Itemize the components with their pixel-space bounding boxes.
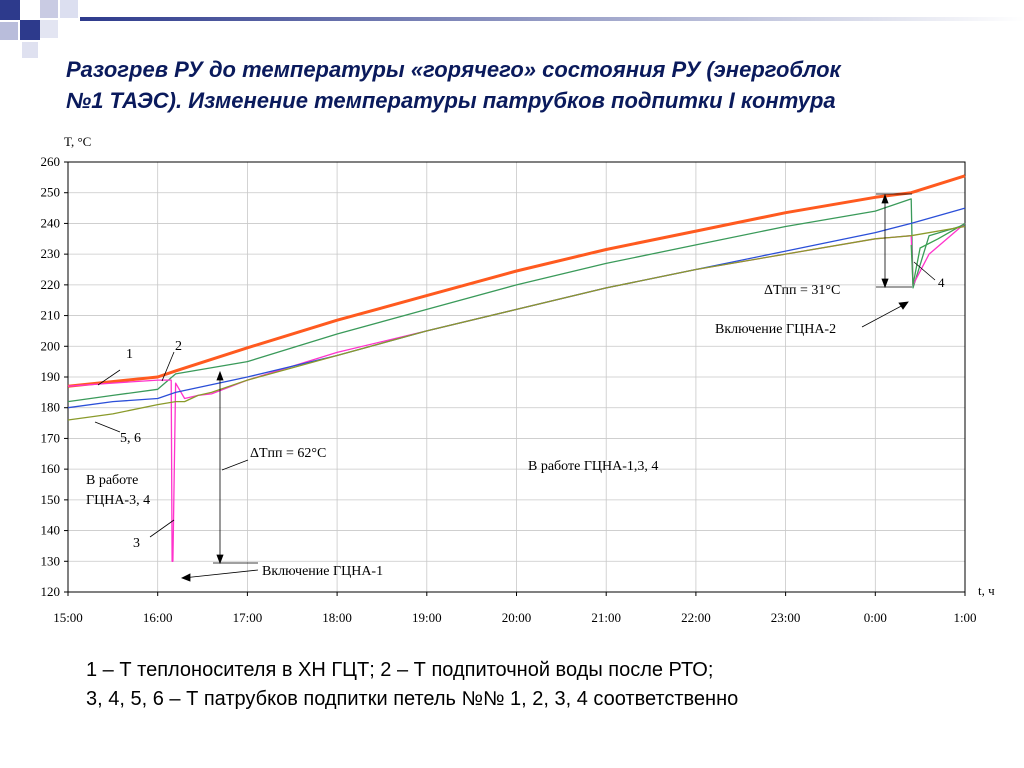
slide-title-line1: Разогрев РУ до температуры «горячего» со… (66, 57, 841, 82)
dt62-arrow-bottom (216, 554, 224, 565)
x-tick-label: 23:00 (771, 610, 801, 625)
label-3-leader (149, 519, 175, 538)
x-tick-label: 16:00 (143, 610, 173, 625)
x-tick-label: 1:00 (953, 610, 976, 625)
dt62-leader (221, 459, 249, 471)
y-tick-label: 260 (41, 154, 61, 169)
caption-line2: 3, 4, 5, 6 – Т патрубков подпитки петель… (86, 688, 739, 710)
dt31-arrow-top (881, 193, 889, 204)
label-4-leader (913, 261, 936, 281)
y-tick-label: 120 (41, 584, 61, 599)
chart-caption: 1 – Т теплоносителя в ХН ГЦТ; 2 – Т подп… (86, 656, 738, 714)
label-1-leader (97, 369, 121, 386)
series-group (67, 174, 966, 562)
on2-leader (861, 302, 908, 328)
deco-square (20, 20, 40, 40)
deco-square (0, 0, 20, 20)
note-dt31: ΔTпп = 31°C (764, 283, 840, 298)
y-tick-label: 190 (41, 369, 61, 384)
x-tick-label: 17:00 (233, 610, 263, 625)
y-tick-label: 240 (41, 215, 61, 230)
dt62-arrow-top (216, 370, 224, 381)
temperature-chart: 120 130 140 150 160 170 180 190 200 210 220 230 240 2… (41, 134, 996, 625)
on1-arrow (181, 573, 191, 582)
y-tick-label: 250 (41, 185, 61, 200)
slide-title-line2: №1 ТАЭС). Изменение температуры патрубко… (66, 88, 836, 113)
y-tick-label: 170 (41, 430, 61, 445)
caption-line1: 1 – Т теплоносителя в ХН ГЦТ; 2 – Т подп… (86, 659, 714, 681)
on1-leader (182, 569, 259, 579)
deco-square (60, 0, 78, 18)
y-tick-label: 200 (41, 338, 61, 353)
series-label-2: 2 (175, 339, 182, 354)
label-2-leader (161, 351, 175, 382)
series-label-5-6: 5, 6 (120, 431, 141, 446)
annotation-graphics (94, 193, 936, 582)
y-tick-label: 160 (41, 461, 61, 476)
note-on2: Включение ГЦНА-2 (715, 322, 836, 337)
note-dt62: ΔTпп = 62°C (250, 446, 326, 461)
header-gradient-bar (80, 17, 1024, 21)
x-tick-label: 18:00 (322, 610, 352, 625)
x-tick-label: 15:00 (53, 610, 83, 625)
series-line-1 (67, 174, 966, 388)
x-tick-label: 19:00 (412, 610, 442, 625)
on2-arrow (898, 301, 909, 310)
deco-square (0, 22, 18, 40)
deco-square (40, 0, 58, 18)
y-tick-label: 210 (41, 308, 61, 323)
y-tick-label: 150 (41, 492, 61, 507)
y-axis-ticks: 120 130 140 150 160 170 180 190 200 210 220 230 240 2… (41, 154, 68, 599)
y-tick-label: 220 (41, 277, 61, 292)
series-line-6 (67, 225, 966, 421)
chart-grid (68, 162, 965, 592)
x-tick-label: 22:00 (681, 610, 711, 625)
y-tick-label: 180 (41, 400, 61, 415)
series-line-4 (910, 222, 966, 286)
deco-square (40, 20, 58, 38)
note-on1: Включение ГЦНА-1 (262, 564, 383, 579)
note-hcna34-line1: В работе (86, 473, 138, 488)
slide-title: Разогрев РУ до температуры «горячего» со… (66, 54, 996, 116)
x-axis-label: t, ч (978, 583, 995, 598)
series-label-3: 3 (133, 536, 140, 551)
x-axis-ticks: 15:00 16:00 17:00 18:00 19:00 20:00 21:00 22:00… (53, 592, 977, 625)
label-56-leader (94, 421, 121, 433)
dt31-arrow-bottom (881, 278, 889, 289)
x-tick-label: 20:00 (502, 610, 532, 625)
x-tick-label: 21:00 (591, 610, 621, 625)
y-tick-label: 140 (41, 523, 61, 538)
y-tick-label: 230 (41, 246, 61, 261)
series-label-4: 4 (938, 275, 945, 290)
x-tick-label: 0:00 (864, 610, 887, 625)
series-label-1: 1 (126, 347, 133, 362)
corner-decoration (0, 0, 80, 60)
note-hcna34-line2: ГЦНА-3, 4 (86, 493, 150, 508)
deco-square (22, 42, 38, 58)
y-axis-label: T, °C (64, 134, 91, 149)
note-hcna134: В работе ГЦНА-1,3, 4 (528, 459, 658, 474)
y-tick-label: 130 (41, 553, 61, 568)
